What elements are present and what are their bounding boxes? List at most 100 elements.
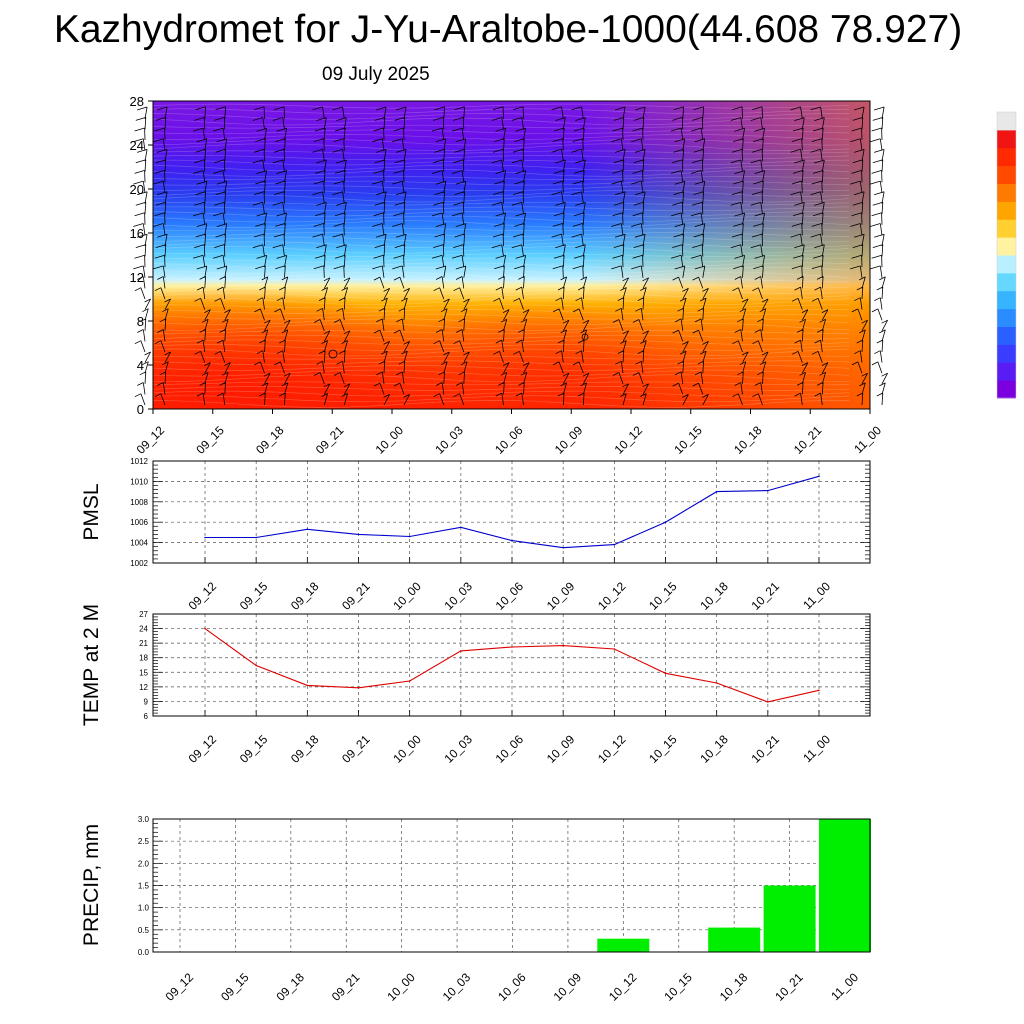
wind-barb-feather [812, 170, 824, 174]
wind-barb [881, 382, 886, 395]
temp-y-tick-label: 15 [139, 668, 148, 677]
wind-barb-feather [557, 286, 565, 291]
wind-barb-feather [872, 159, 883, 164]
wind-barb [642, 117, 645, 130]
wind-barb-feather [794, 244, 805, 249]
wind-barb-feather [275, 265, 286, 270]
wind-barb-feather [551, 148, 562, 153]
contour-line [152, 113, 850, 120]
wind-barb-feather [613, 201, 624, 206]
wind-barb-feather [455, 382, 463, 386]
wind-barb [801, 180, 803, 194]
wind-barb [403, 297, 408, 310]
wind-barb [503, 255, 506, 268]
wind-barb [441, 170, 445, 183]
wind-barb-feather [761, 351, 769, 356]
wind-barb [622, 340, 627, 353]
x-tick-label: 10_15 [671, 423, 705, 457]
wind-barb-feather [861, 372, 868, 377]
pmsl-data-point [818, 475, 820, 478]
wind-barb-feather [799, 371, 806, 376]
wind-barb [622, 149, 626, 162]
wind-barb [801, 309, 809, 321]
wind-barb [640, 361, 644, 374]
wind-barb-feather [224, 309, 231, 313]
wind-barb-feather [433, 117, 444, 121]
x-tick-label: 09_12 [134, 423, 168, 457]
contour-line [152, 318, 850, 326]
wind-barb [323, 297, 326, 310]
wind-barb-feather [753, 223, 764, 227]
y-tick-label: 8 [137, 314, 144, 329]
wind-barb [503, 382, 505, 395]
wind-barb [680, 128, 684, 141]
wind-barb-feather [612, 170, 623, 174]
wind-barb [322, 106, 325, 119]
wind-barb-feather [520, 318, 527, 323]
wind-barb-feather [631, 265, 642, 270]
wind-barb-feather [515, 286, 522, 291]
chart-subtitle: 09 July 2025 [322, 64, 430, 85]
wind-barb-feather [751, 106, 763, 111]
wind-barb-feather [153, 265, 164, 270]
wind-barb-feather [491, 159, 502, 164]
wind-barb-feather [632, 170, 643, 174]
wind-barb-feather [816, 382, 824, 386]
wind-barb [342, 149, 345, 162]
wind-barb-feather [263, 319, 271, 324]
contour-line [152, 194, 850, 203]
wind-barb [881, 202, 884, 215]
wind-barb [462, 202, 465, 215]
wind-barb [224, 181, 228, 194]
wind-barb-feather [613, 244, 624, 248]
wind-barb [678, 276, 684, 289]
wind-barb [817, 351, 823, 363]
wind-barb-feather [451, 254, 463, 259]
wind-barb [678, 329, 684, 342]
wind-barb [861, 159, 864, 172]
wind-barb-feather [580, 329, 587, 334]
wind-barb [284, 128, 287, 141]
wind-barb-feather [631, 138, 642, 143]
wind-barb-feather [373, 276, 381, 281]
wind-barb-feather [754, 276, 761, 280]
pmsl-x-tick-label: 09_15 [237, 579, 271, 613]
wind-barb [262, 202, 265, 215]
wind-barb-feather [733, 138, 744, 142]
wind-barb [581, 297, 584, 310]
wind-barb [700, 128, 704, 141]
wind-barb-feather [403, 341, 410, 345]
temp-data-point [204, 627, 206, 630]
wind-barb-feather [201, 371, 209, 376]
wind-barb-feather [752, 287, 759, 292]
wind-barb [343, 383, 351, 395]
wind-barb [323, 212, 326, 225]
wind-barb-feather [633, 159, 644, 164]
wind-barb [284, 265, 286, 278]
wind-barb-feather [511, 117, 522, 121]
wind-barb-feather [433, 393, 440, 398]
wind-barb-feather [632, 319, 640, 323]
wind-barb-feather [518, 329, 525, 333]
wind-barb-feather [495, 392, 502, 397]
wind-barb [461, 170, 465, 183]
y-tick-label: 12 [130, 270, 144, 285]
wind-barb-feather [513, 350, 520, 355]
wind-barb-feather [494, 223, 505, 227]
wind-barb [857, 361, 863, 374]
wind-barb-feather [336, 202, 347, 206]
wind-barb [521, 340, 524, 353]
wind-barb-feather [670, 212, 682, 217]
wind-barb [879, 350, 883, 363]
pmsl-y-tick-label: 1002 [130, 559, 148, 568]
wind-barb [800, 287, 803, 300]
wind-barb-feather [730, 244, 741, 249]
wind-barb [698, 276, 704, 289]
pmsl-data-point [357, 533, 360, 536]
wind-barb-feather [613, 117, 624, 121]
wind-barb [861, 244, 864, 257]
wind-barb-feather [861, 319, 868, 324]
heatmap-right-shade [153, 101, 870, 409]
wind-barb-feather [634, 149, 646, 153]
